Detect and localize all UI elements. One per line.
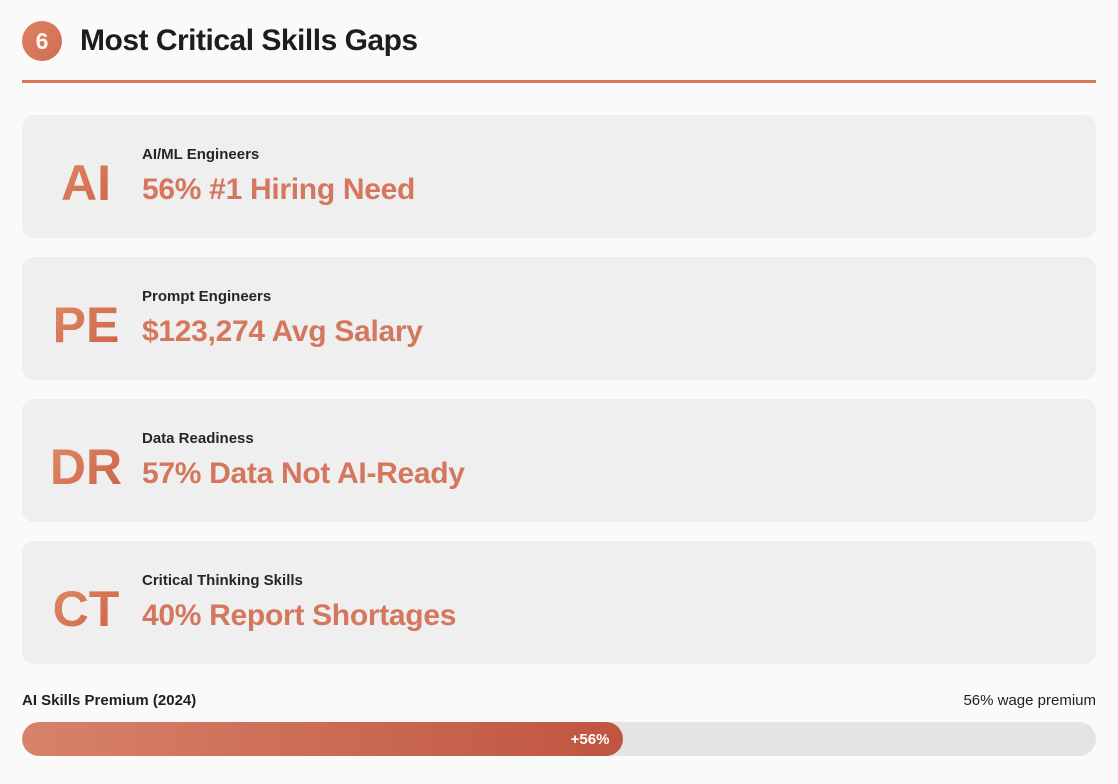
stat-card-body: Critical Thinking Skills 40% Report Shor…	[126, 572, 1072, 633]
stat-card-prompt-engineers: PE Prompt Engineers $123,274 Avg Salary	[22, 257, 1096, 380]
progress-bar-track: +56%	[22, 722, 1096, 756]
stat-card-body: Data Readiness 57% Data Not AI-Ready	[126, 430, 1072, 491]
stat-label: Data Readiness	[142, 430, 254, 447]
progress-value-label: +56%	[570, 730, 610, 748]
stat-abbreviation: PE	[46, 300, 126, 350]
stat-label: Critical Thinking Skills	[142, 572, 303, 589]
progress-title: AI Skills Premium (2024)	[22, 692, 197, 709]
stat-headline: 56% #1 Hiring Need	[142, 173, 416, 206]
stat-card-data-readiness: DR Data Readiness 57% Data Not AI-Ready	[22, 399, 1096, 522]
header: 6 Most Critical Skills Gaps	[22, 20, 1096, 62]
progress-bar-fill: +56%	[22, 722, 624, 756]
stat-label: Prompt Engineers	[142, 288, 272, 305]
stat-headline: $123,274 Avg Salary	[142, 315, 423, 348]
stat-abbreviation: DR	[46, 442, 126, 492]
stat-card-critical-thinking: CT Critical Thinking Skills 40% Report S…	[22, 541, 1096, 664]
progress-right-label: 56% wage premium	[963, 692, 1096, 709]
progress-label-row: AI Skills Premium (2024) 56% wage premiu…	[22, 692, 1096, 709]
section-number-badge: 6	[22, 21, 62, 61]
header-divider	[22, 80, 1096, 83]
page-title: Most Critical Skills Gaps	[80, 24, 418, 57]
stat-card-body: AI/ML Engineers 56% #1 Hiring Need	[126, 146, 1072, 207]
stat-card-list: AI AI/ML Engineers 56% #1 Hiring Need PE…	[22, 115, 1096, 664]
stat-label: AI/ML Engineers	[142, 146, 260, 163]
stat-card-body: Prompt Engineers $123,274 Avg Salary	[126, 288, 1072, 349]
stat-abbreviation: AI	[46, 158, 126, 208]
stat-abbreviation: CT	[46, 584, 126, 634]
stat-headline: 40% Report Shortages	[142, 599, 457, 632]
stat-headline: 57% Data Not AI-Ready	[142, 457, 465, 490]
slide: 6 Most Critical Skills Gaps AI AI/ML Eng…	[22, 20, 1096, 756]
ai-skills-premium-section: AI Skills Premium (2024) 56% wage premiu…	[22, 692, 1096, 756]
stat-card-ai-ml-engineers: AI AI/ML Engineers 56% #1 Hiring Need	[22, 115, 1096, 238]
